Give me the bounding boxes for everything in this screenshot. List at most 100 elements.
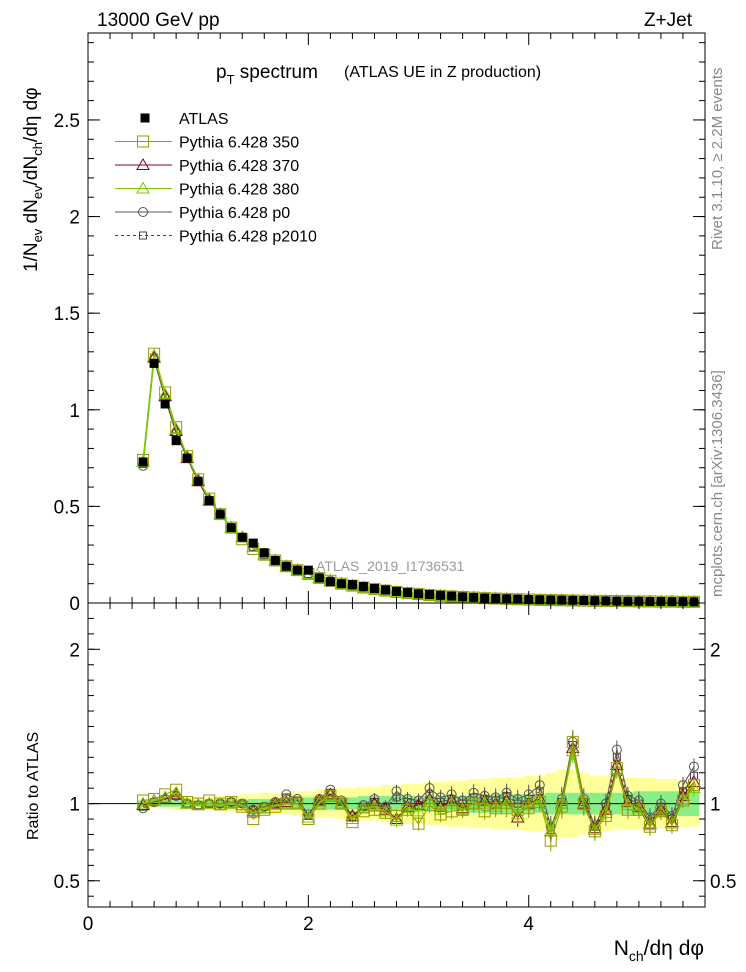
ratio-point-pythia-6-428-380 (158, 790, 172, 803)
header-right: Z+Jet (644, 10, 693, 31)
main-point-atlas (535, 595, 545, 605)
ratio-point-pythia-6-428-380 (411, 804, 426, 817)
legend-item-pythia-6-428-p2010: Pythia 6.428 p2010 (115, 229, 317, 246)
main-point-pythia-6-428-350 (159, 386, 172, 399)
legend-marker (136, 157, 150, 170)
ratio-point-pythia-6-428-380 (246, 805, 261, 818)
main-ytick-label: 2 (69, 208, 80, 229)
main-point-atlas (259, 548, 269, 558)
ratio-point-pythia-6-428-350 (324, 789, 337, 802)
ratio-point-pythia-6-428-350 (555, 800, 568, 813)
ratio-point-pythia-6-428-350 (390, 809, 403, 822)
ratio-point-pythia-6-428-380 (136, 796, 150, 809)
ratio-xtick-label: 4 (523, 914, 534, 935)
main-point-atlas (171, 436, 181, 446)
main-point-atlas (380, 585, 390, 595)
legend-marker (140, 113, 150, 123)
main-point-atlas (248, 538, 258, 548)
main-point-atlas (557, 595, 567, 605)
legend-label: Pythia 6.428 370 (179, 158, 299, 175)
legend-marker (137, 135, 149, 148)
main-point-atlas (160, 399, 170, 409)
ratio-point-pythia-6-428-380 (169, 785, 184, 798)
ratio-point-pythia-6-428-350 (291, 797, 304, 810)
ratio-point-pythia-6-428-350 (335, 797, 348, 810)
side-text-top: Rivet 3.1.10, ≥ 2.2M events (709, 68, 726, 251)
ratio-point-pythia-6-428-350 (687, 779, 700, 792)
ratio-ytick-label-right: 2 (710, 640, 721, 661)
main-ytick-label: 0 (69, 594, 80, 615)
legend-item-atlas: ATLAS (140, 111, 229, 128)
watermark: ATLAS_2019_I1736531 (316, 558, 465, 574)
main-point-atlas (403, 588, 413, 598)
plot-title-rest: spectrum (235, 62, 318, 83)
main-point-atlas (314, 573, 324, 583)
ratio-point-pythia-6-428-p0 (688, 761, 699, 772)
ratio-point-pythia-6-428-350 (533, 796, 546, 809)
ratio-point-pythia-6-428-350 (610, 762, 623, 775)
ratio-point-pythia-6-428-350 (654, 805, 667, 818)
x-axis-label-sub: ch (629, 948, 644, 964)
ratio-point-pythia-6-428-380 (191, 798, 206, 811)
ratio-point-pythia-6-428-350 (643, 820, 656, 833)
main-point-atlas (149, 358, 159, 368)
ratio-point-pythia-6-428-p0 (611, 744, 622, 755)
ratio-point-pythia-6-428-380 (290, 796, 305, 809)
main-point-atlas (579, 595, 589, 605)
legend-marker (139, 231, 147, 240)
main-point-atlas (193, 476, 203, 486)
ratio-ytick-label-right: 1 (710, 795, 721, 816)
ratio-point-pythia-6-428-380 (268, 798, 283, 811)
ratio-point-pythia-6-428-350 (632, 803, 645, 816)
main-point-atlas (369, 584, 379, 594)
ratio-point-pythia-6-428-350 (346, 816, 359, 829)
legend-label: Pythia 6.428 p2010 (179, 229, 317, 246)
main-point-pythia-6-428-350 (170, 421, 183, 434)
ratio-point-pythia-6-428-380 (565, 744, 580, 757)
ratio-point-pythia-6-428-380 (235, 798, 250, 811)
main-ylabel: 1/Nev dNev/dNch/dη dφ (21, 87, 45, 272)
main-xticks (87, 33, 706, 603)
main-ytick-label: 2.5 (54, 111, 80, 132)
ratio-point-pythia-6-428-370 (279, 795, 294, 808)
main-point-atlas (667, 597, 677, 607)
ratio-point-pythia-6-428-p0 (391, 786, 402, 797)
main-point-atlas (414, 589, 424, 599)
ratio-point-pythia-6-428-p0 (358, 800, 369, 811)
ratio-point-pythia-6-428-370 (323, 787, 338, 800)
ratio-point-pythia-6-428-370 (268, 796, 283, 809)
ratio-xticks: 0 2 4 (83, 603, 706, 935)
main-point-atlas (336, 579, 346, 589)
ratio-point-pythia-6-428-350 (170, 783, 183, 796)
main-ytick-label: 0.5 (54, 497, 80, 518)
legend-marker (136, 181, 150, 194)
main-point-atlas (303, 565, 313, 575)
main-point-pythia-6-428-380 (158, 387, 172, 400)
main-point-pythia-6-428-380 (169, 422, 184, 435)
ratio-point-pythia-6-428-350 (456, 803, 469, 816)
ratio-point-pythia-6-428-380 (202, 796, 217, 809)
legend-label: Pythia 6.428 380 (179, 182, 299, 199)
main-point-atlas (237, 532, 247, 542)
ratio-point-pythia-6-428-380 (345, 812, 360, 825)
main-point-atlas (513, 594, 523, 604)
ratio-panel: 0.5 0.5 1 1 2 2 0 2 4 Ratio to ATLAS Nch/dη dφ (25, 602, 736, 964)
ratio-point-pythia-6-428-380 (213, 798, 228, 811)
ratio-point-pythia-6-428-380 (279, 796, 294, 809)
ratio-point-pythia-6-428-350 (577, 797, 590, 810)
main-point-atlas (226, 523, 236, 533)
ratio-point-pythia-6-428-350 (544, 834, 557, 847)
legend-marker (138, 207, 148, 217)
main-point-atlas (138, 457, 148, 467)
plot-title-main: p (216, 62, 227, 83)
main-point-atlas (425, 589, 435, 599)
ratio-ylabel: Ratio to ATLAS (25, 732, 42, 840)
side-text-bottom: mcplots.cern.ch [arXiv:1306.3436] (709, 370, 726, 597)
ratio-xtick-label: 2 (303, 914, 314, 935)
legend-label: ATLAS (179, 111, 229, 128)
main-yticks: 0 0.5 1 1.5 2 2.5 (54, 42, 705, 615)
ratio-ytick-label-right: 0.5 (710, 872, 736, 893)
main-panel: 0 0.5 1 1.5 2 2.5 pT spectrum (ATLAS UE in Z … (21, 32, 706, 615)
x-axis-label-main: N (614, 937, 629, 960)
ratio-point-pythia-6-428-350 (665, 819, 678, 832)
